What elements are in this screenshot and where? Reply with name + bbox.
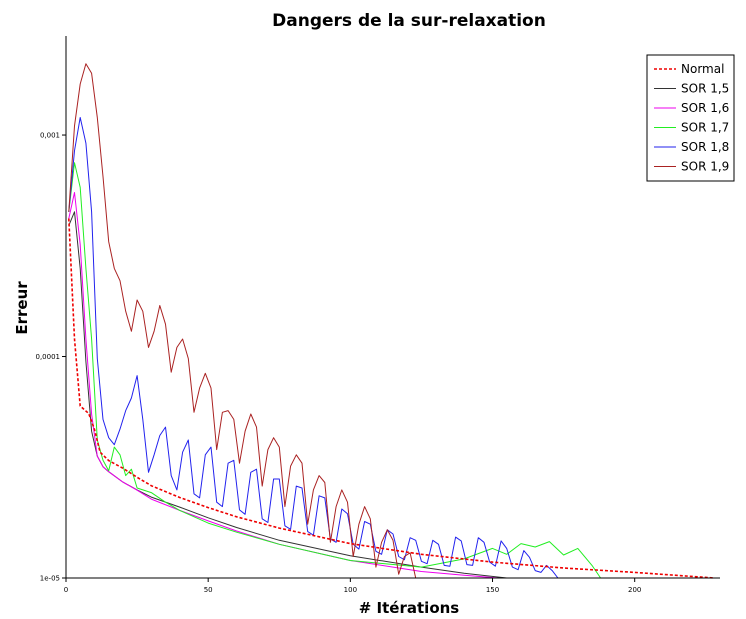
legend-label: SOR 1,6	[681, 101, 729, 115]
x-tick-label: 150	[486, 586, 499, 594]
y-tick-label: 0,0001	[36, 353, 61, 361]
legend-box	[646, 54, 735, 182]
series-line-4	[68, 117, 559, 579]
legend-label: SOR 1,7	[681, 121, 729, 135]
legend-label: SOR 1,8	[681, 140, 729, 154]
x-tick-label: 50	[204, 586, 213, 594]
x-tick-label: 100	[344, 586, 357, 594]
plot-lines	[68, 63, 715, 579]
x-ticks: 0 50 100 150 200	[64, 578, 641, 594]
legend: Normal SOR 1,5 SOR 1,6 SOR 1,7 SOR 1,8 SOR 1,…	[646, 54, 735, 182]
y-ticks: 1e-05 0,0001 0,001	[36, 132, 66, 583]
series-line-0	[68, 218, 715, 579]
series-line-2	[68, 192, 499, 579]
legend-label: Normal	[681, 62, 724, 76]
legend-label: SOR 1,5	[681, 82, 729, 96]
y-axis-title: Erreur	[13, 281, 31, 335]
y-tick-label: 0,001	[40, 132, 60, 140]
legend-label: SOR 1,9	[681, 160, 729, 174]
series-line-5	[68, 63, 417, 579]
x-tick-label: 0	[64, 586, 68, 594]
chart-title: Dangers de la sur-relaxation	[272, 11, 546, 31]
series-line-1	[68, 211, 507, 579]
x-axis-title: # Itérations	[359, 599, 460, 617]
x-tick-label: 200	[628, 586, 641, 594]
y-tick-label: 1e-05	[40, 575, 60, 583]
